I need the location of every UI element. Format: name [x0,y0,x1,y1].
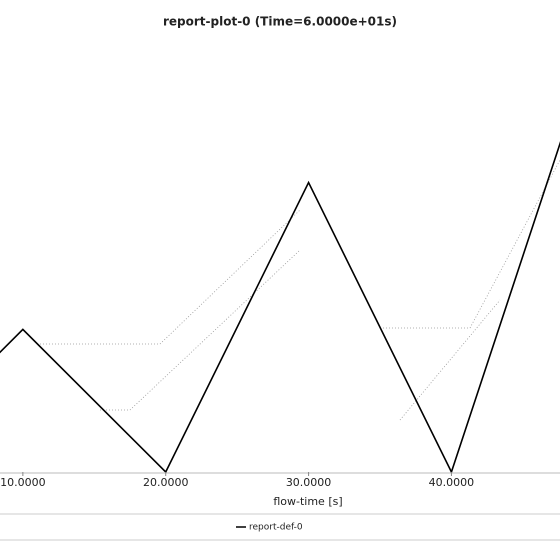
legend-box [0,513,560,541]
x-axis-label: flow-time [s] [273,495,342,508]
x-tick-label: 40.0000 [429,476,475,489]
x-tick-label: 30.0000 [286,476,332,489]
decoration [40,159,560,421]
chart-title: report-plot-0 (Time=6.0000e+01s) [163,15,397,29]
x-tick-label: 10.0000 [0,476,46,489]
series-line [0,141,560,473]
legend-label: report-def-0 [249,523,303,533]
x-tick-label: 20.0000 [143,476,189,489]
